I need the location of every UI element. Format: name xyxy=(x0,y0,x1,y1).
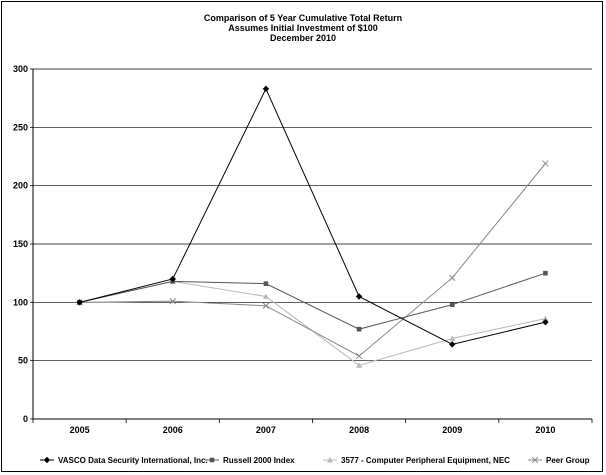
series-line xyxy=(79,272,546,330)
data-point xyxy=(449,302,455,307)
y-tick-label: 250 xyxy=(13,122,28,132)
data-point xyxy=(76,299,83,306)
legend-label: 3577 - Computer Peripheral Equipment, NE… xyxy=(341,456,510,465)
chart-title-line-1: Comparison of 5 Year Cumulative Total Re… xyxy=(203,13,403,23)
y-axis-tick-labels: 0 50 100 150 200 250 300 xyxy=(13,64,28,424)
legend-item: VASCO Data Security International, Inc. xyxy=(40,456,208,465)
legend-label: Peer Group xyxy=(546,456,590,465)
data-point xyxy=(543,270,548,276)
x-axis-tick-labels: 2005 2006 2007 2008 2009 2010 xyxy=(70,425,556,435)
x-tick-label: 2008 xyxy=(349,425,369,435)
data-point xyxy=(449,335,456,341)
y-tick-label: 300 xyxy=(13,64,28,74)
data-point xyxy=(262,293,269,299)
legend-item: Peer Group xyxy=(528,456,590,465)
series-line xyxy=(79,87,546,345)
x-tick-label: 2006 xyxy=(163,425,183,435)
x-tick-label: 2007 xyxy=(256,425,276,435)
x-tick-label: 2010 xyxy=(535,425,555,435)
data-point xyxy=(169,298,176,305)
y-tick-label: 0 xyxy=(23,414,28,424)
data-point xyxy=(449,274,456,281)
legend-swatch-marker xyxy=(209,457,215,463)
series-line xyxy=(79,280,546,366)
legend-swatch-marker xyxy=(531,456,539,464)
legend-swatch-marker xyxy=(327,457,333,463)
data-point xyxy=(449,341,456,348)
data-point xyxy=(262,85,270,93)
data-point xyxy=(169,275,176,283)
legend-swatch-marker xyxy=(43,456,51,464)
series-0 xyxy=(76,85,549,348)
chart-title: Comparison of 5 Year Cumulative Total Re… xyxy=(0,13,606,43)
data-point xyxy=(355,352,363,360)
chart-title-line-2: Assumes Initial Investment of $100 xyxy=(228,23,378,33)
data-point xyxy=(355,293,363,300)
y-tick-label: 150 xyxy=(13,239,28,249)
data-point xyxy=(263,281,269,286)
y-tick-label: 200 xyxy=(13,181,28,191)
x-tick-label: 2005 xyxy=(70,425,90,435)
series-line xyxy=(79,163,546,357)
series-3 xyxy=(76,160,549,360)
x-tick-label: 2009 xyxy=(442,425,462,435)
chart-title-line-3: December 2010 xyxy=(269,33,337,43)
data-point xyxy=(356,326,362,332)
data-point xyxy=(356,362,363,368)
data-point xyxy=(542,318,549,326)
series-lines xyxy=(76,85,549,368)
axes xyxy=(30,68,593,423)
gridlines xyxy=(33,68,592,362)
series-2 xyxy=(76,278,549,368)
legend: VASCO Data Security International, Inc. R… xyxy=(40,456,590,465)
data-point xyxy=(262,302,270,309)
legend-item: Russell 2000 Index xyxy=(205,456,295,465)
legend-label: VASCO Data Security International, Inc. xyxy=(58,456,208,465)
y-tick-label: 100 xyxy=(13,297,28,307)
data-point xyxy=(542,160,549,167)
legend-label: Russell 2000 Index xyxy=(223,456,295,465)
legend-item: 3577 - Computer Peripheral Equipment, NE… xyxy=(323,456,510,465)
y-tick-label: 50 xyxy=(18,356,28,366)
data-point xyxy=(542,315,549,322)
